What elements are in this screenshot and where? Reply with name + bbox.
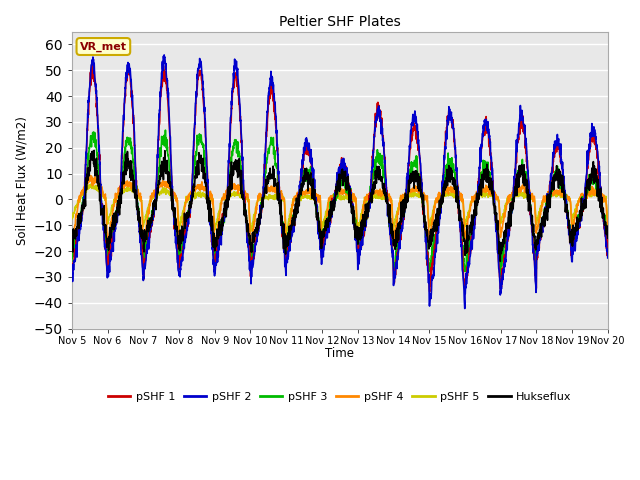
Legend: pSHF 1, pSHF 2, pSHF 3, pSHF 4, pSHF 5, Hukseflux: pSHF 1, pSHF 2, pSHF 3, pSHF 4, pSHF 5, … xyxy=(104,387,576,406)
Title: Peltier SHF Plates: Peltier SHF Plates xyxy=(279,15,401,29)
Text: VR_met: VR_met xyxy=(80,41,127,52)
Y-axis label: Soil Heat Flux (W/m2): Soil Heat Flux (W/m2) xyxy=(15,116,28,244)
X-axis label: Time: Time xyxy=(325,347,355,360)
